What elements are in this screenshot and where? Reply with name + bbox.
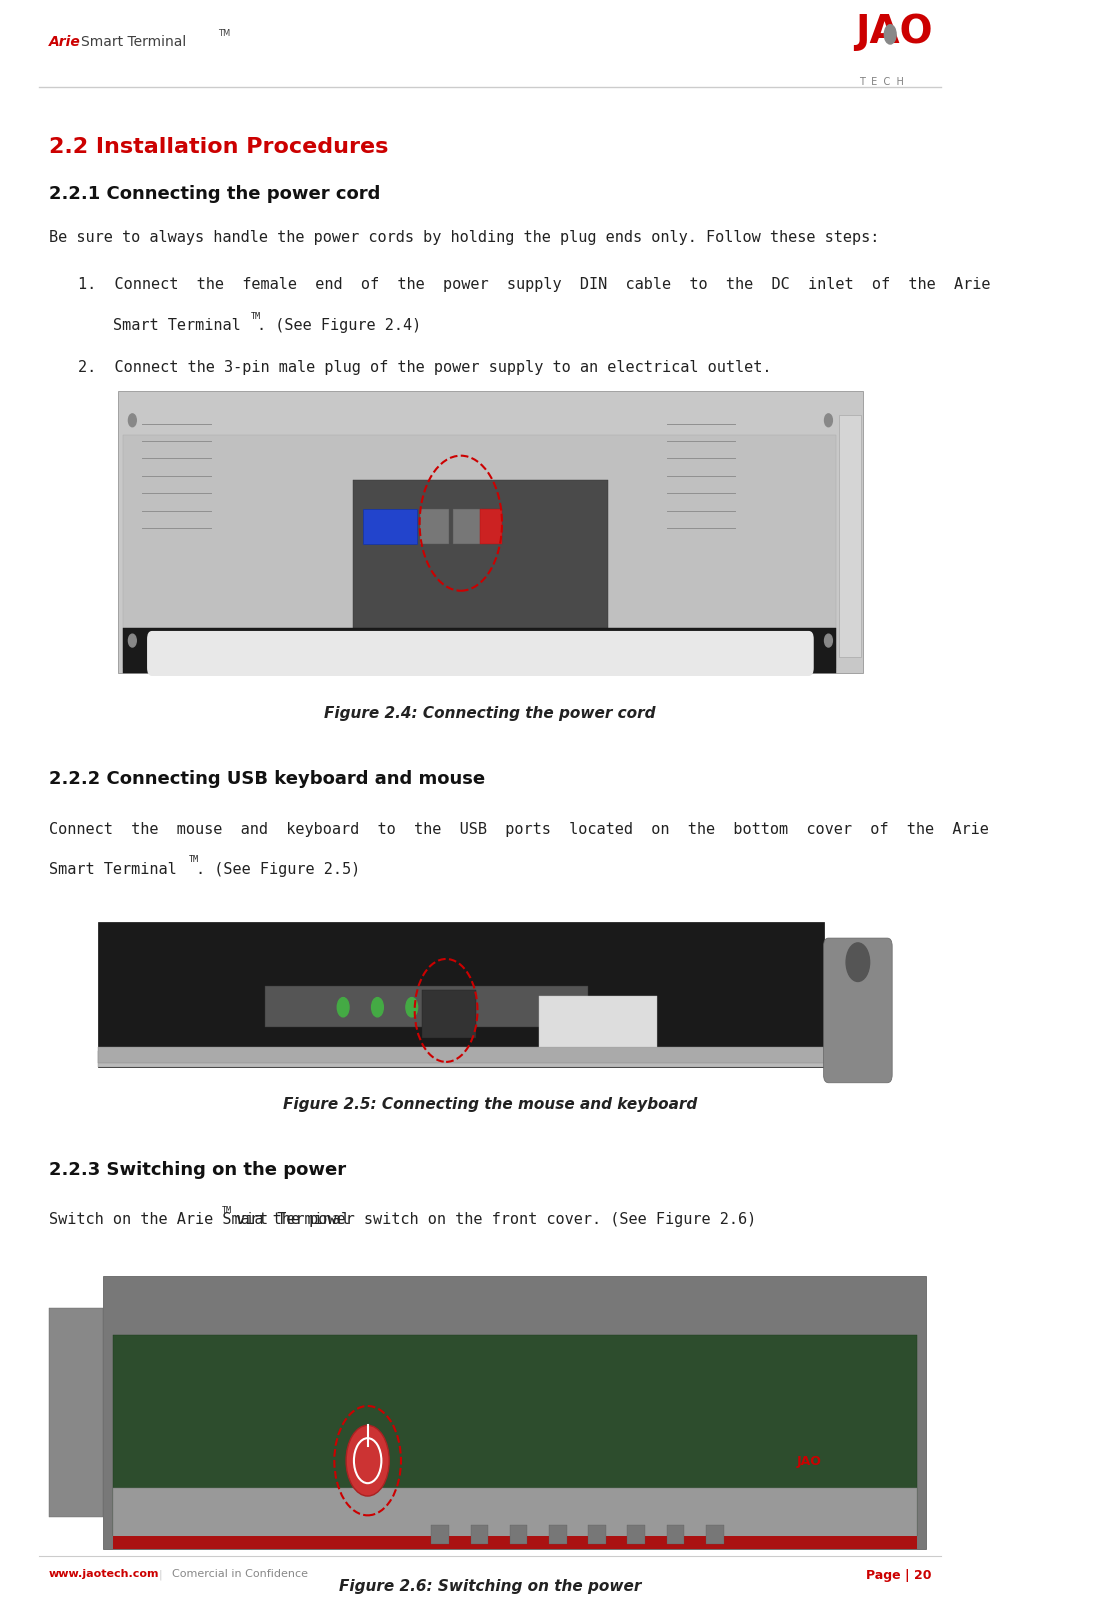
FancyBboxPatch shape bbox=[431, 1525, 449, 1544]
Text: 2.2.3 Switching on the power: 2.2.3 Switching on the power bbox=[49, 1160, 346, 1178]
Circle shape bbox=[825, 635, 833, 648]
FancyBboxPatch shape bbox=[98, 922, 824, 1067]
Circle shape bbox=[346, 1425, 389, 1496]
Text: 2.2.1 Connecting the power cord: 2.2.1 Connecting the power cord bbox=[49, 185, 380, 202]
FancyBboxPatch shape bbox=[353, 480, 608, 665]
Text: TM: TM bbox=[221, 1205, 231, 1215]
FancyBboxPatch shape bbox=[588, 1525, 606, 1544]
FancyBboxPatch shape bbox=[667, 1525, 685, 1544]
Circle shape bbox=[406, 998, 418, 1017]
FancyBboxPatch shape bbox=[706, 1525, 723, 1544]
FancyBboxPatch shape bbox=[113, 1536, 917, 1549]
Text: Arie: Arie bbox=[49, 35, 81, 50]
Text: JAO: JAO bbox=[796, 1454, 822, 1467]
Text: Switch on the Arie Smart Terminal: Switch on the Arie Smart Terminal bbox=[49, 1212, 351, 1226]
Text: Figure 2.6: Switching on the power: Figure 2.6: Switching on the power bbox=[340, 1578, 641, 1593]
Text: Connect  the  mouse  and  keyboard  to  the  USB  ports  located  on  the  botto: Connect the mouse and keyboard to the US… bbox=[49, 821, 989, 836]
Circle shape bbox=[128, 415, 136, 427]
FancyBboxPatch shape bbox=[419, 509, 449, 545]
FancyBboxPatch shape bbox=[453, 509, 482, 545]
Text: www.jaotech.com: www.jaotech.com bbox=[49, 1568, 159, 1578]
FancyBboxPatch shape bbox=[421, 990, 476, 1038]
Text: JAO: JAO bbox=[855, 13, 932, 51]
FancyBboxPatch shape bbox=[510, 1525, 528, 1544]
Text: Comercial in Confidence: Comercial in Confidence bbox=[171, 1568, 307, 1578]
Circle shape bbox=[128, 635, 136, 648]
Text: via the power switch on the front cover. (See Figure 2.6): via the power switch on the front cover.… bbox=[228, 1212, 757, 1226]
Circle shape bbox=[337, 998, 349, 1017]
FancyBboxPatch shape bbox=[113, 1335, 917, 1536]
FancyBboxPatch shape bbox=[480, 509, 502, 545]
Text: 2.2 Installation Procedures: 2.2 Installation Procedures bbox=[49, 137, 388, 156]
FancyBboxPatch shape bbox=[123, 435, 836, 669]
Text: 2.  Connect the 3-pin male plug of the power supply to an electrical outlet.: 2. Connect the 3-pin male plug of the po… bbox=[79, 360, 772, 374]
FancyBboxPatch shape bbox=[470, 1525, 488, 1544]
FancyBboxPatch shape bbox=[49, 1308, 103, 1517]
Text: . (See Figure 2.5): . (See Figure 2.5) bbox=[196, 861, 361, 876]
FancyBboxPatch shape bbox=[264, 987, 588, 1027]
FancyBboxPatch shape bbox=[839, 416, 860, 657]
Text: TM: TM bbox=[218, 29, 230, 39]
FancyBboxPatch shape bbox=[627, 1525, 645, 1544]
FancyBboxPatch shape bbox=[363, 509, 417, 545]
FancyBboxPatch shape bbox=[147, 632, 814, 677]
Text: TM: TM bbox=[251, 312, 261, 321]
Text: . (See Figure 2.4): . (See Figure 2.4) bbox=[257, 318, 421, 333]
FancyBboxPatch shape bbox=[98, 1048, 824, 1064]
FancyBboxPatch shape bbox=[824, 938, 893, 1083]
FancyBboxPatch shape bbox=[103, 1276, 927, 1549]
Text: Be sure to always handle the power cords by holding the plug ends only. Follow t: Be sure to always handle the power cords… bbox=[49, 230, 879, 244]
Text: |: | bbox=[159, 1568, 163, 1580]
FancyBboxPatch shape bbox=[113, 1488, 917, 1549]
Circle shape bbox=[825, 415, 833, 427]
Text: Figure 2.5: Connecting the mouse and keyboard: Figure 2.5: Connecting the mouse and key… bbox=[283, 1096, 698, 1110]
Text: Smart Terminal: Smart Terminal bbox=[49, 861, 177, 876]
FancyBboxPatch shape bbox=[98, 1051, 824, 1067]
FancyBboxPatch shape bbox=[123, 628, 836, 673]
Circle shape bbox=[846, 943, 869, 982]
Text: T  E  C  H: T E C H bbox=[859, 77, 904, 87]
FancyBboxPatch shape bbox=[549, 1525, 566, 1544]
Text: Figure 2.4: Connecting the power cord: Figure 2.4: Connecting the power cord bbox=[324, 705, 656, 720]
Circle shape bbox=[885, 26, 896, 45]
Text: Smart Terminal: Smart Terminal bbox=[82, 35, 187, 50]
Text: 2.2.2 Connecting USB keyboard and mouse: 2.2.2 Connecting USB keyboard and mouse bbox=[49, 770, 486, 787]
Text: Page | 20: Page | 20 bbox=[866, 1568, 931, 1581]
Text: 1.  Connect  the  female  end  of  the  power  supply  DIN  cable  to  the  DC  : 1. Connect the female end of the power s… bbox=[79, 276, 991, 291]
Text: Smart Terminal: Smart Terminal bbox=[113, 318, 240, 333]
Circle shape bbox=[372, 998, 384, 1017]
FancyBboxPatch shape bbox=[117, 392, 863, 673]
FancyBboxPatch shape bbox=[540, 996, 657, 1048]
Text: TM: TM bbox=[189, 855, 199, 865]
